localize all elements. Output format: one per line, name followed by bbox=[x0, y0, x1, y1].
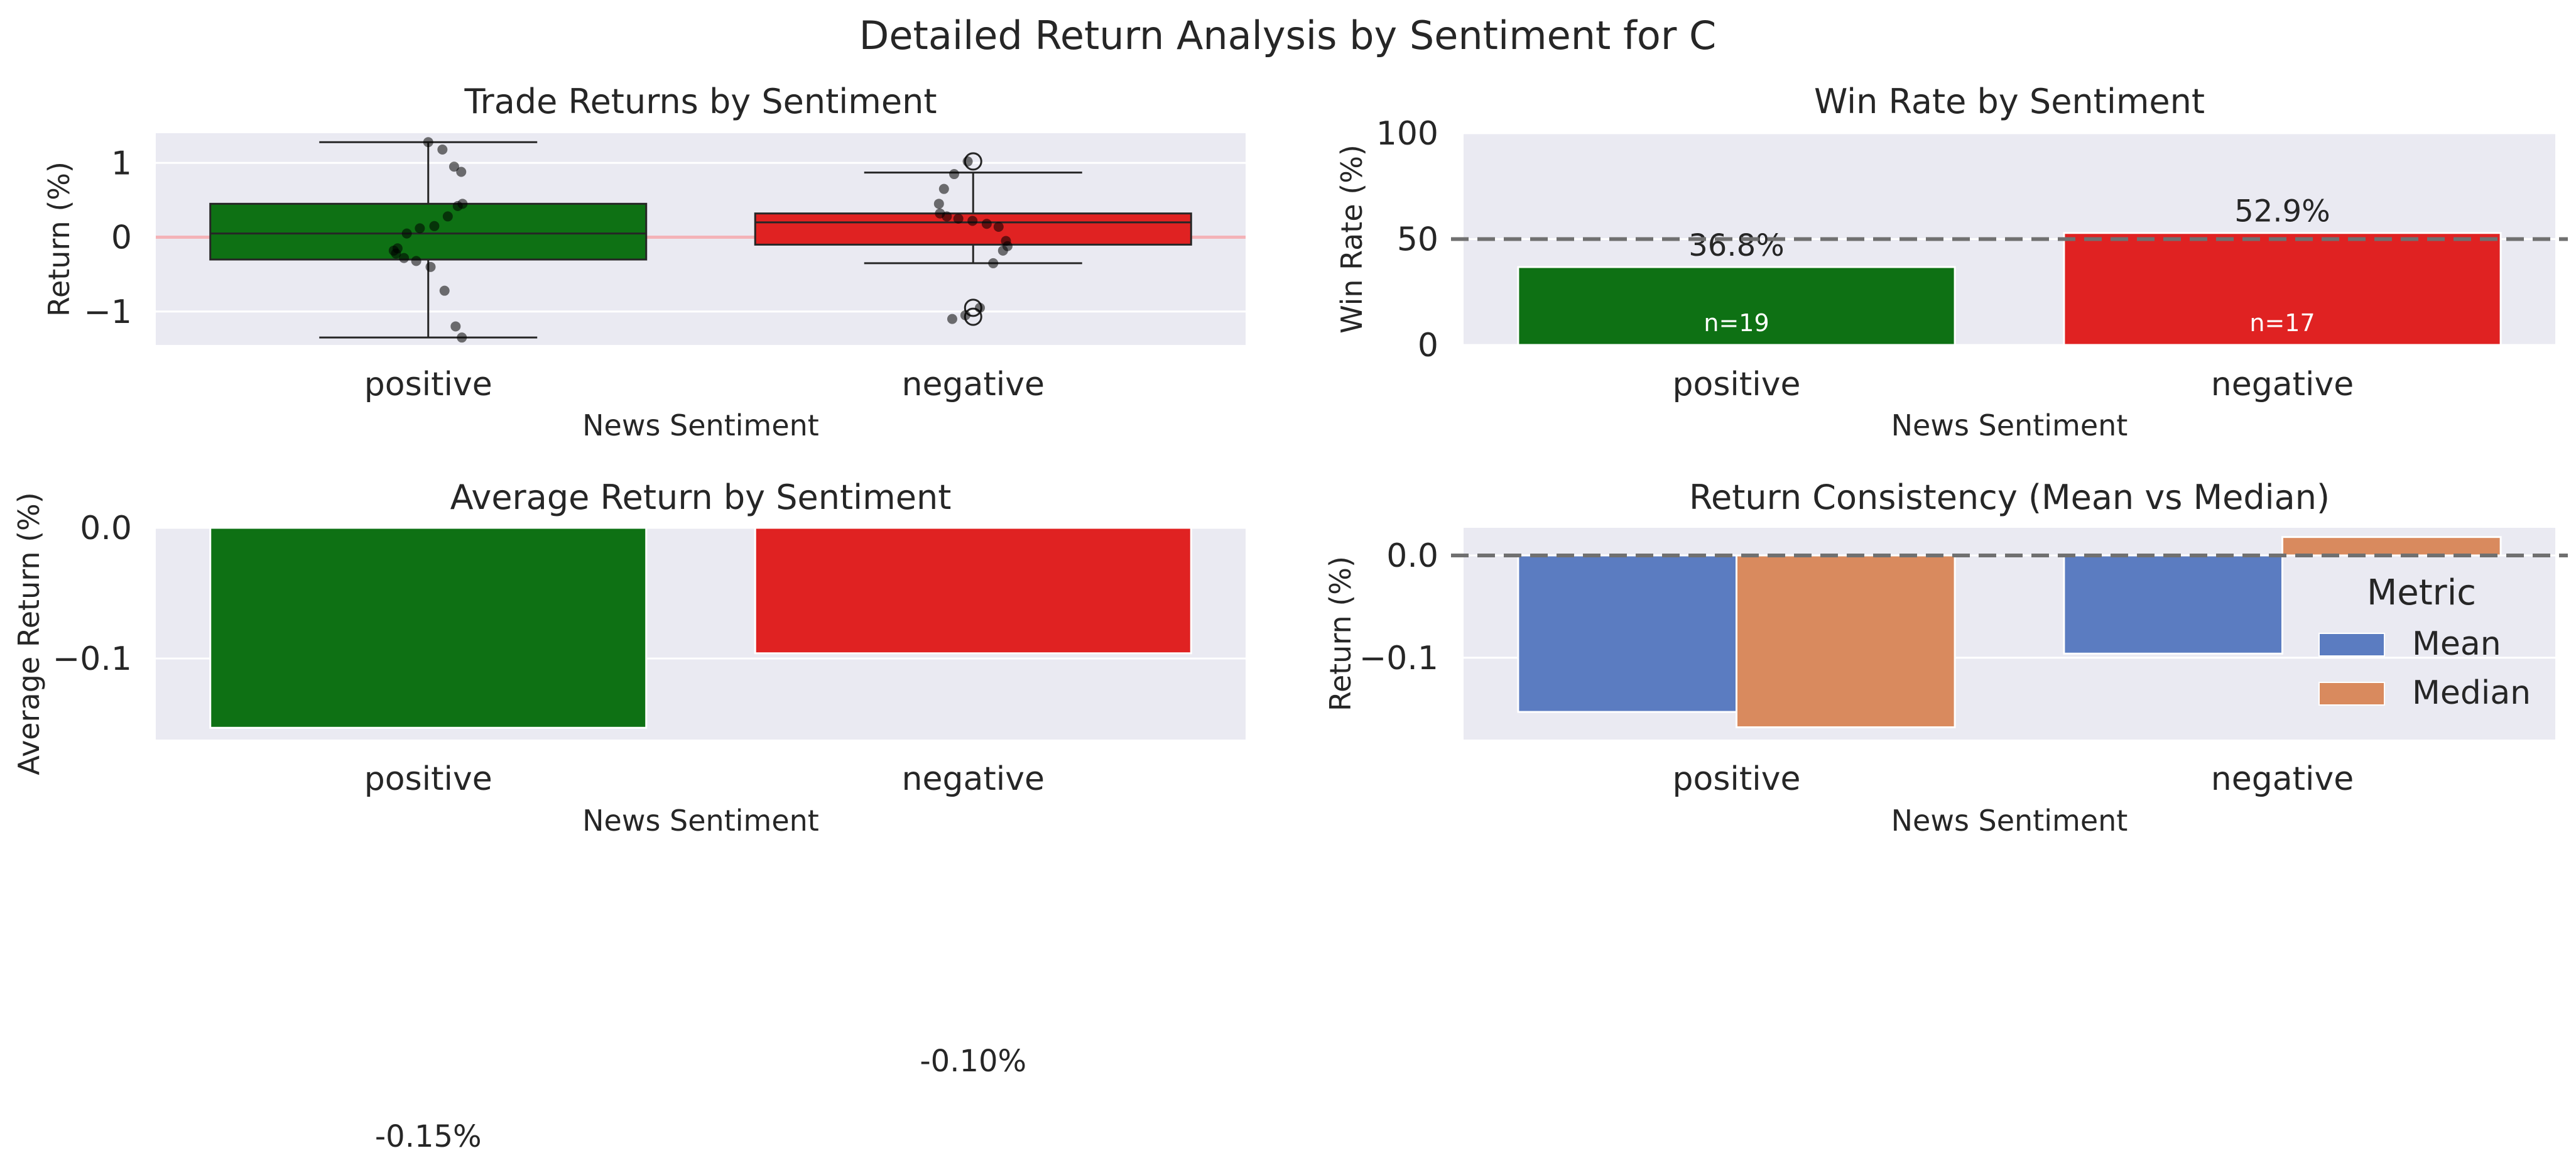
bar-mean-negative bbox=[2063, 554, 2283, 655]
legend-title: Metric bbox=[2367, 572, 2476, 613]
bar-negative bbox=[754, 527, 1192, 655]
data-point bbox=[942, 211, 952, 222]
data-point bbox=[993, 221, 1004, 232]
x-tick-label-positive: positive bbox=[364, 760, 492, 798]
data-point bbox=[953, 213, 964, 224]
value-label: 36.8% bbox=[1688, 228, 1784, 263]
data-point bbox=[429, 221, 440, 231]
y-tick-label: 0 bbox=[1418, 327, 1438, 364]
legend-label: Mean bbox=[2412, 625, 2501, 663]
data-point bbox=[962, 156, 973, 167]
consistency-panel: Return Consistency (Mean vs Median) News … bbox=[1323, 478, 2568, 838]
panel-title: Average Return by Sentiment bbox=[450, 478, 952, 517]
data-point bbox=[933, 199, 944, 209]
bar-positive bbox=[209, 527, 648, 729]
x-tick-label-positive: positive bbox=[1673, 366, 1801, 403]
x-axis-label: News Sentiment bbox=[1891, 804, 2128, 838]
value-label: 52.9% bbox=[2234, 194, 2330, 229]
legend: Metric Mean Median bbox=[2318, 572, 2531, 712]
y-axis-label: Return (%) bbox=[1323, 556, 1357, 711]
data-point bbox=[423, 137, 433, 148]
y-tick-label: 0.0 bbox=[80, 510, 132, 547]
count-label: n=17 bbox=[2249, 309, 2315, 337]
data-point bbox=[967, 216, 978, 226]
average-return-panel: Average Return by Sentiment News Sentimen… bbox=[12, 478, 1246, 1154]
data-point bbox=[437, 145, 448, 155]
y-tick-label: 0 bbox=[111, 219, 132, 257]
data-point bbox=[450, 321, 461, 332]
box-body bbox=[209, 202, 648, 261]
y-tick-label: −1 bbox=[84, 293, 132, 331]
data-point bbox=[997, 245, 1008, 256]
data-point bbox=[457, 332, 467, 343]
y-tick-label: 50 bbox=[1397, 221, 1438, 259]
data-point bbox=[975, 302, 986, 313]
x-axis-label: News Sentiment bbox=[582, 804, 819, 838]
data-point bbox=[938, 183, 949, 194]
panel-title: Return Consistency (Mean vs Median) bbox=[1689, 478, 2330, 517]
x-axis-label: News Sentiment bbox=[1891, 408, 2128, 442]
data-point bbox=[411, 256, 421, 266]
data-point bbox=[452, 200, 463, 211]
value-label: -0.10% bbox=[920, 1044, 1026, 1079]
y-tick-label: 100 bbox=[1376, 115, 1438, 153]
value-label: -0.15% bbox=[375, 1119, 482, 1154]
y-axis-label: Average Return (%) bbox=[12, 492, 46, 775]
data-point bbox=[415, 223, 425, 234]
x-axis-label: News Sentiment bbox=[582, 408, 819, 442]
bar-median-positive bbox=[1736, 554, 1956, 728]
box-plot-panel: Trade Returns by Sentiment News Sentiment… bbox=[42, 82, 1246, 442]
data-point bbox=[448, 161, 459, 172]
y-axis-label: Return (%) bbox=[42, 161, 76, 317]
data-point bbox=[947, 314, 957, 324]
data-point bbox=[456, 167, 467, 177]
data-point bbox=[442, 211, 453, 222]
y-tick-label: −0.1 bbox=[1359, 640, 1438, 677]
y-tick-label: −0.1 bbox=[53, 640, 132, 678]
x-tick-label-negative: negative bbox=[902, 366, 1045, 403]
data-point bbox=[960, 310, 970, 320]
y-tick-label: 1 bbox=[111, 145, 132, 182]
y-tick-label: 0.0 bbox=[1386, 537, 1438, 575]
x-tick-label-negative: negative bbox=[902, 760, 1045, 798]
legend-label: Median bbox=[2412, 674, 2531, 712]
data-point bbox=[988, 258, 999, 268]
bar-median-negative bbox=[2281, 536, 2502, 557]
data-point bbox=[949, 169, 960, 180]
count-label: n=19 bbox=[1704, 309, 1769, 337]
x-tick-label-positive: positive bbox=[1673, 760, 1801, 798]
panel-title: Win Rate by Sentiment bbox=[1814, 82, 2205, 121]
bar-negative bbox=[2063, 232, 2502, 346]
data-point bbox=[399, 253, 410, 263]
data-point bbox=[981, 219, 992, 229]
data-point bbox=[391, 248, 401, 259]
bar-positive bbox=[1517, 266, 1956, 346]
data-point bbox=[401, 228, 412, 239]
x-tick-label-negative: negative bbox=[2211, 366, 2354, 403]
legend-swatch-median bbox=[2318, 682, 2385, 706]
win-rate-panel: Win Rate by Sentiment News Sentiment Win R… bbox=[1335, 82, 2568, 442]
bar-mean-positive bbox=[1517, 554, 1737, 713]
panel-title: Trade Returns by Sentiment bbox=[464, 82, 937, 121]
x-tick-label-positive: positive bbox=[364, 366, 492, 403]
figure-title: Detailed Return Analysis by Sentiment fo… bbox=[859, 13, 1717, 58]
legend-swatch-mean bbox=[2318, 633, 2385, 657]
data-point bbox=[439, 285, 450, 296]
box-positive bbox=[209, 141, 648, 339]
y-axis-label: Win Rate (%) bbox=[1335, 145, 1369, 334]
x-tick-label-negative: negative bbox=[2211, 760, 2354, 798]
data-point bbox=[425, 261, 436, 272]
